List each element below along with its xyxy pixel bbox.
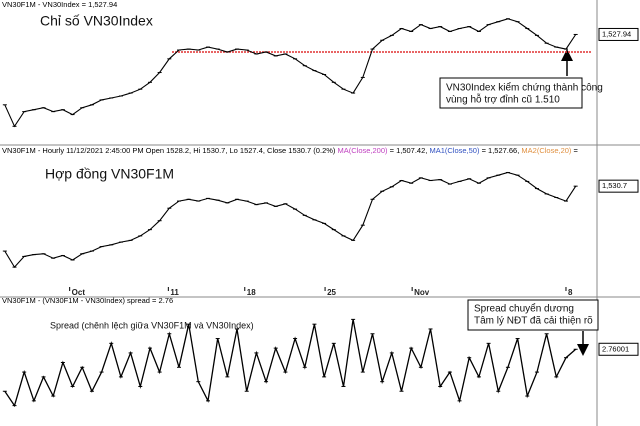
x-tick-label: 25 [327,288,336,297]
last-value-label: 1,527.94 [602,29,631,38]
header-part: VN30F1M - (VN30F1M - VN30Index) spread =… [2,296,173,305]
panel-title: Spread (chênh lệch giữa VN30F1M và VN30I… [50,320,254,330]
callout-box [467,299,599,331]
header-part: = [571,146,578,155]
header-part: MA2(Close,20) [521,146,572,155]
callout-box [439,77,583,109]
panel-title: Chỉ số VN30Index [40,13,153,29]
last-value-box [598,27,639,41]
header-part: VN30F1M - VN30Index = 1,527.94 [2,0,117,9]
callout-text: VN30Index kiểm chứng thành công [446,82,603,94]
header-part: = 1,507.42, [388,146,430,155]
x-tick-label: Oct [72,288,86,297]
x-tick-label: 18 [247,288,256,297]
header-part: MA1(Close,50) [429,146,480,155]
price-line [4,319,577,408]
last-value-box [598,342,639,356]
panel-title: Hợp đồng VN30F1M [45,166,174,182]
x-tick-label: Nov [414,288,430,297]
panel-header: VN30F1M - Hourly 11/12/2021 2:45:00 PM O… [2,146,579,155]
callout-text: Tâm lý NĐT đã cải thiện rõ [474,316,593,327]
callout-text: Spread chuyển dương [474,303,574,315]
last-value-label: 1,530.7 [602,181,627,190]
panel-header: VN30F1M - VN30Index = 1,527.94 [2,0,117,9]
x-tick-label: 8 [568,288,573,297]
header-part: MA(Close,200) [338,146,389,155]
panel-header: VN30F1M - (VN30F1M - VN30Index) spread =… [2,296,173,305]
header-part: = 1,527.66, [479,146,521,155]
price-line [4,171,577,269]
callout-text: vùng hỗ trợ đỉnh cũ 1.510 [446,93,560,106]
last-value-label: 2.76001 [602,344,629,353]
price-line [4,18,577,128]
x-tick-label: 11 [170,288,179,297]
header-part: VN30F1M - Hourly 11/12/2021 2:45:00 PM O… [2,146,338,155]
last-value-box [598,179,639,193]
